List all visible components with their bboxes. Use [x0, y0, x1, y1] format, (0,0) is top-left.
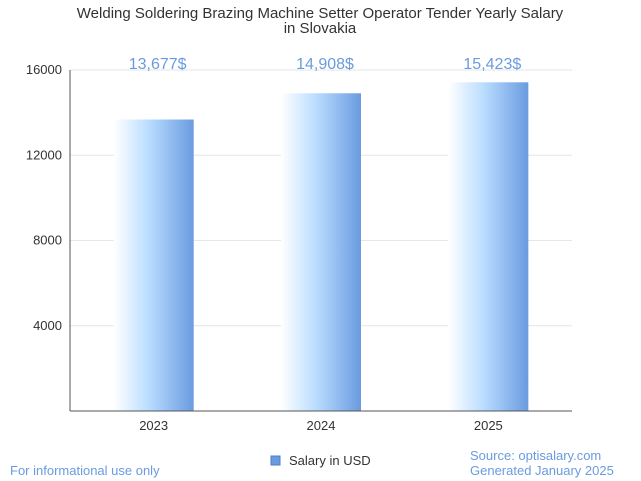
data-label-2025: 15,423$ [463, 56, 521, 73]
data-label-2023: 13,677$ [129, 56, 187, 73]
data-label-2024: 14,908$ [296, 56, 354, 73]
legend-label: Salary in USD [289, 453, 371, 468]
footer-disclaimer: For informational use only [10, 463, 160, 478]
y-tick-label: 8000 [33, 233, 62, 248]
y-tick-label: 12000 [26, 147, 62, 162]
y-tick-label: 4000 [33, 318, 62, 333]
x-tick-label-2024: 2024 [307, 418, 336, 433]
footer-generated: Generated January 2025 [470, 463, 614, 478]
chart-title-line-1: Welding Soldering Brazing Machine Setter… [77, 5, 564, 22]
data-labels: 13,677$ 14,908$ 15,423$ [129, 56, 522, 73]
legend-swatch [270, 455, 281, 466]
bar-2024 [281, 93, 361, 411]
x-tick-label-2023: 2023 [139, 418, 168, 433]
y-axis-ticks: 4000 8000 12000 16000 [26, 62, 62, 333]
legend: Salary in USD [270, 453, 371, 468]
y-tick-label: 16000 [26, 62, 62, 77]
bars [113, 82, 529, 412]
bar-2025 [448, 82, 529, 412]
x-axis-ticks: 2023 2024 2025 [139, 418, 503, 433]
chart-title-line-2: in Slovakia [284, 20, 357, 37]
x-tick-label-2025: 2025 [474, 418, 503, 433]
bar-2023 [113, 119, 194, 411]
footer-source: Source: optisalary.com [470, 448, 601, 463]
